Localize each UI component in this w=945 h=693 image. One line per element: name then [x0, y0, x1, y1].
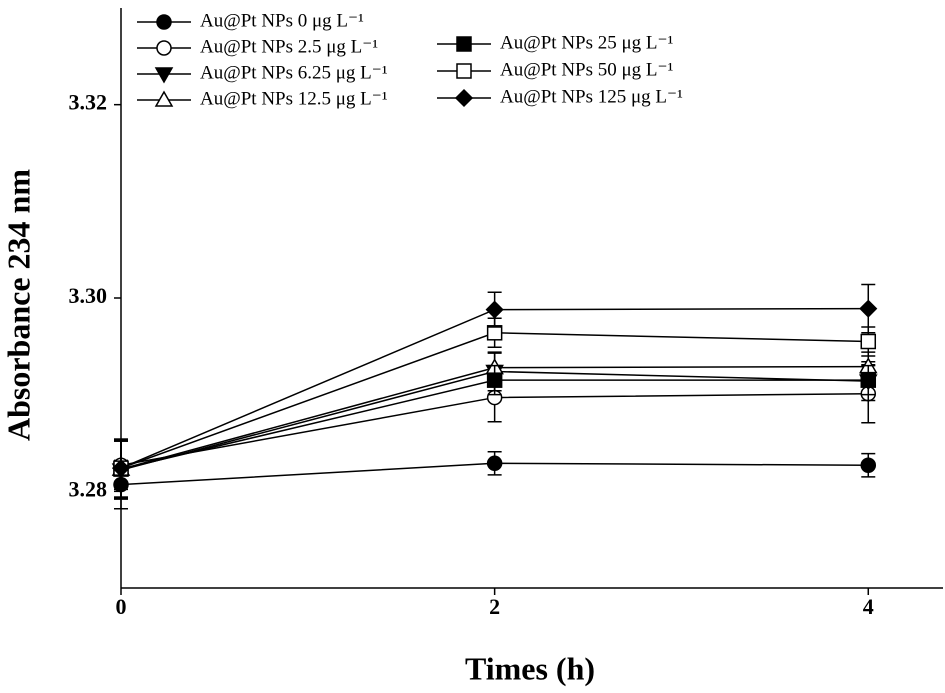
- legend-label: Au@Pt NPs 25 μg L⁻¹: [500, 32, 674, 53]
- legend-marker: [454, 88, 474, 108]
- marker: [860, 333, 877, 350]
- legend-label: Au@Pt NPs 50 μg L⁻¹: [500, 59, 674, 80]
- legend-marker: [154, 90, 174, 107]
- y-tick-label: 3.32: [69, 90, 108, 115]
- marker: [486, 325, 503, 341]
- legend-label: Au@Pt NPs 2.5 μg L⁻¹: [200, 36, 378, 57]
- legend-marker: [456, 63, 472, 79]
- marker: [485, 300, 504, 319]
- legend-marker: [156, 14, 172, 30]
- legend-label: Au@Pt NPs 125 μg L⁻¹: [500, 86, 683, 107]
- marker: [486, 455, 503, 472]
- marker: [860, 372, 877, 388]
- legend-marker: [154, 67, 174, 84]
- legend-marker: [156, 40, 172, 56]
- marker: [860, 457, 877, 473]
- x-tick-label: 2: [489, 594, 500, 619]
- legend-marker: [456, 36, 472, 52]
- y-tick-label: 3.28: [69, 476, 108, 501]
- x-axis-label: Times (h): [465, 650, 595, 686]
- marker: [111, 459, 131, 478]
- x-tick-label: 4: [863, 594, 874, 619]
- marker: [859, 299, 878, 318]
- marker: [486, 372, 503, 388]
- legend-label: Au@Pt NPs 6.25 μg L⁻¹: [200, 62, 388, 83]
- y-tick-label: 3.30: [69, 283, 108, 308]
- legend-label: Au@Pt NPs 12.5 μg L⁻¹: [200, 88, 388, 109]
- y-axis-label: Absorbance 234 nm: [0, 169, 36, 441]
- legend-label: Au@Pt NPs 0 μg L⁻¹: [200, 10, 364, 31]
- x-tick-label: 0: [116, 594, 127, 619]
